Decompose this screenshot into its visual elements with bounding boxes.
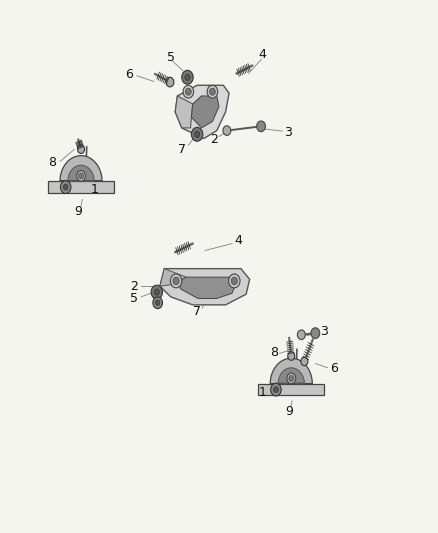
Circle shape — [153, 297, 162, 309]
Circle shape — [194, 131, 200, 138]
Text: 4: 4 — [234, 235, 242, 247]
Text: 8: 8 — [48, 156, 56, 169]
Circle shape — [60, 181, 71, 193]
Text: 9: 9 — [74, 205, 82, 217]
Text: 1: 1 — [259, 386, 267, 399]
Circle shape — [231, 277, 237, 285]
Polygon shape — [60, 156, 102, 181]
Text: 3: 3 — [284, 126, 292, 139]
Circle shape — [207, 85, 218, 98]
Text: 9: 9 — [285, 405, 293, 418]
Circle shape — [151, 285, 162, 299]
Text: 4: 4 — [259, 48, 267, 61]
Circle shape — [170, 274, 182, 288]
Polygon shape — [175, 85, 229, 139]
Polygon shape — [191, 96, 219, 128]
Circle shape — [185, 88, 191, 95]
Circle shape — [311, 328, 320, 338]
Text: 2: 2 — [130, 280, 138, 293]
Polygon shape — [270, 358, 312, 384]
Text: 6: 6 — [125, 68, 133, 81]
Circle shape — [297, 330, 305, 340]
Circle shape — [64, 184, 68, 190]
Polygon shape — [175, 96, 193, 128]
Text: 5: 5 — [167, 51, 175, 63]
Circle shape — [182, 70, 193, 84]
Circle shape — [155, 300, 160, 305]
Circle shape — [78, 145, 85, 154]
Circle shape — [257, 121, 265, 132]
Polygon shape — [160, 269, 250, 305]
Polygon shape — [48, 181, 114, 193]
Circle shape — [166, 77, 174, 87]
Circle shape — [274, 387, 278, 392]
Text: 3: 3 — [320, 325, 328, 338]
Circle shape — [209, 88, 215, 95]
Text: 7: 7 — [178, 143, 186, 156]
Circle shape — [271, 383, 281, 396]
Polygon shape — [258, 384, 324, 395]
Text: 2: 2 — [210, 133, 218, 146]
Polygon shape — [278, 368, 304, 384]
Polygon shape — [68, 165, 94, 181]
Circle shape — [223, 126, 231, 135]
Text: 7: 7 — [193, 305, 201, 318]
Text: 1: 1 — [90, 183, 98, 196]
Circle shape — [154, 289, 159, 295]
Circle shape — [183, 85, 194, 98]
Circle shape — [78, 173, 83, 179]
Circle shape — [173, 277, 179, 285]
Circle shape — [229, 274, 240, 288]
Circle shape — [301, 357, 308, 366]
Polygon shape — [160, 269, 186, 286]
Polygon shape — [180, 277, 236, 298]
Circle shape — [77, 171, 85, 181]
Circle shape — [191, 127, 203, 141]
Circle shape — [185, 74, 190, 80]
Text: 6: 6 — [330, 362, 338, 375]
Circle shape — [288, 352, 295, 360]
Circle shape — [289, 375, 294, 382]
Text: 8: 8 — [270, 346, 278, 359]
Text: 5: 5 — [130, 292, 138, 305]
Circle shape — [287, 373, 296, 384]
